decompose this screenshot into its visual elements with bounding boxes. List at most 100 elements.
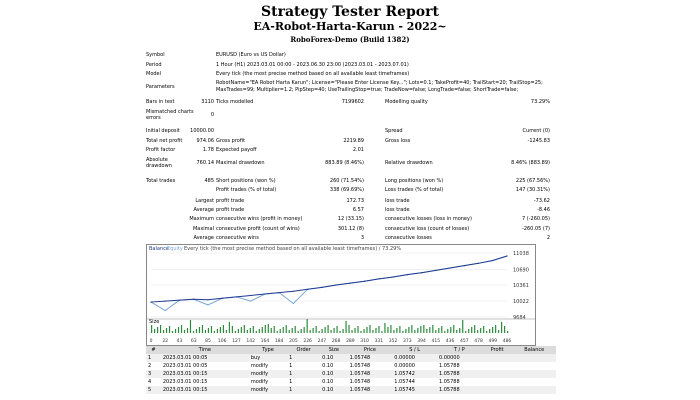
size-bar <box>246 330 248 333</box>
table-cell <box>512 354 556 362</box>
quality-label: Modelling quality <box>385 99 428 105</box>
size-bar <box>228 322 230 333</box>
x-tick-label: 394 <box>417 338 426 344</box>
size-bar <box>231 326 233 333</box>
size-bar <box>177 327 180 333</box>
column-header: Type <box>248 346 288 354</box>
build-info: RoboForex-Demo (Build 1382) <box>290 35 410 44</box>
size-bar <box>255 331 257 333</box>
max-cons-losses-label: consecutive losses (loss in money) <box>385 216 472 222</box>
abs-drawdown-value: 760.14 <box>196 160 215 166</box>
ticks-value: 7199602 <box>341 99 364 105</box>
average-profit-value: 6.57 <box>352 207 364 213</box>
size-bar <box>354 328 356 333</box>
table-cell: 1 <box>287 386 321 394</box>
column-header: # <box>146 346 161 354</box>
size-bar <box>402 331 404 333</box>
size-bar <box>504 326 506 333</box>
rel-drawdown-label: Relative drawdown <box>385 160 433 166</box>
size-bar <box>408 327 410 333</box>
avg-cons-label: Average <box>193 235 214 241</box>
x-tick-label: 63 <box>191 338 197 344</box>
table-row: 3 2023.03.01 00:15 modify 1 0.10 1.05748 1.057… <box>146 370 556 378</box>
size-bar <box>180 325 183 333</box>
maximal-loss-value: -260.05 (7) <box>522 226 550 232</box>
size-bar <box>390 325 392 333</box>
table-row: 4 2023.03.01 00:15 modify 1 0.10 1.05748 1.057… <box>146 378 556 386</box>
table-cell <box>482 378 513 386</box>
series-point-equity <box>207 304 209 306</box>
size-bar <box>156 327 159 333</box>
series-point-balance <box>492 259 494 262</box>
x-tick-label: 22 <box>162 338 168 344</box>
size-bar <box>321 329 323 333</box>
size-bar <box>474 325 476 333</box>
params-label: Parameters <box>146 84 175 90</box>
size-bar <box>450 327 452 333</box>
table-cell: 1.05788 <box>436 386 482 394</box>
size-bar <box>396 328 398 333</box>
net-profit-value: 974.06 <box>196 138 215 144</box>
mismatch-value: 0 <box>210 112 214 118</box>
column-header: Balance <box>512 346 556 354</box>
size-bar <box>411 325 413 333</box>
table-cell: 1.05748 <box>349 363 371 369</box>
max-cons-wins-value: 12 (33.15) <box>337 216 364 222</box>
table-cell: 1.05788 <box>438 363 460 369</box>
size-bar <box>213 331 216 333</box>
table-cell: 2023.03.01 00:05 <box>162 363 208 369</box>
x-tick-label: 457 <box>460 338 469 344</box>
size-bar <box>471 327 473 333</box>
table-cell <box>512 386 556 394</box>
size-bar <box>264 325 266 333</box>
size-bar <box>477 330 479 333</box>
series-point-balance <box>406 274 408 276</box>
x-tick-label: 127 <box>232 338 241 344</box>
period-label: Period <box>146 62 162 68</box>
size-bar <box>165 328 168 333</box>
size-bar <box>237 329 239 333</box>
total-trades-value: 485 <box>204 178 214 184</box>
table-cell <box>481 354 513 362</box>
mismatch-label: Mismatched charts errors <box>146 109 194 121</box>
column-header: Order <box>287 346 321 354</box>
gross-profit-value: 2219.89 <box>343 138 364 144</box>
abs-drawdown-label: Absolute drawdown <box>146 157 172 169</box>
size-bar <box>381 331 383 333</box>
table-row: 5 2023.03.01 00:15 modify 1 0.10 1.05748 1.057… <box>146 386 556 394</box>
size-bar <box>483 326 485 333</box>
max-cons-losses-value: 7 (-260.05) <box>522 216 550 222</box>
x-tick-label: 436 <box>446 338 455 344</box>
size-bar <box>378 326 380 333</box>
series-point-balance <box>235 296 238 298</box>
size-bar <box>240 327 242 333</box>
maximal-profit-value: 301.12 (8) <box>337 226 364 232</box>
size-bar <box>153 329 156 333</box>
table-cell: 1 <box>287 370 321 378</box>
table-cell: modify <box>248 370 288 378</box>
model-label: Model <box>146 71 162 77</box>
size-bar <box>438 328 440 333</box>
maximal-profit-label: consecutive profit (count of wins) <box>216 226 300 232</box>
short-positions-value: 260 (71.54%) <box>329 178 364 184</box>
size-bar <box>384 323 386 333</box>
size-bar <box>507 331 509 333</box>
x-tick-label: 164 <box>261 338 270 344</box>
size-bar <box>183 330 186 333</box>
bars-label: Bars in test <box>146 99 175 105</box>
table-cell <box>513 378 556 386</box>
max-drawdown-value: 883.89 (8.46%) <box>325 160 364 166</box>
largest-loss-value: -73.62 <box>533 198 550 204</box>
x-tick-label: 373 <box>403 338 412 344</box>
series-point-equity <box>292 302 294 305</box>
series-line-balance <box>150 255 508 303</box>
largest-label: Largest <box>195 198 214 204</box>
table-cell: 4 <box>148 379 152 385</box>
y-tick-label: 11038 <box>513 251 529 257</box>
average-label: Average <box>193 207 214 213</box>
size-bar <box>345 321 347 333</box>
net-profit-label: Total net profit <box>146 138 183 144</box>
x-tick-label: 43 <box>177 338 183 344</box>
size-bar <box>222 325 224 333</box>
